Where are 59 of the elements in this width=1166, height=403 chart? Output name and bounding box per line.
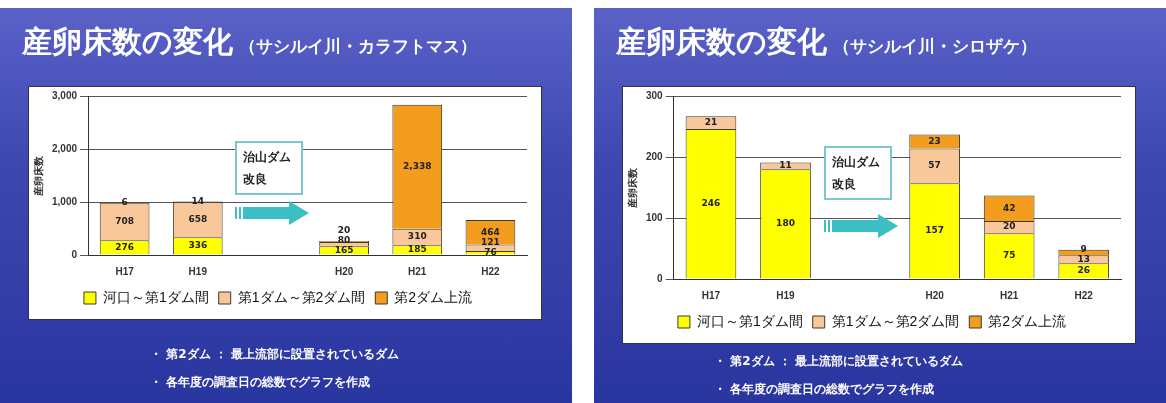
x-tick-label: H17 [701, 289, 721, 301]
text: ・ 第2ダム ： 最上流部に設置されているダム [150, 346, 399, 363]
data-label: 75 [1002, 250, 1016, 261]
data-label: 157 [925, 225, 945, 236]
x-tick-label: H20 [334, 265, 354, 277]
annotation: 治山ダム改良 [234, 141, 303, 195]
chart-title: 産卵床数の変化 [22, 24, 233, 59]
legend-label: 第1ダム～第2ダム間 [831, 312, 960, 329]
y-tick-label: 0 [657, 272, 664, 284]
y-tick-label: 2,000 [51, 142, 78, 154]
legend-label: 第2ダム上流 [394, 288, 473, 305]
text: ・ 第2ダム ： 最上流部に設置されているダム [714, 353, 963, 370]
data-label: 9 [1080, 243, 1087, 254]
x-tick-label: H19 [188, 265, 208, 277]
data-label: 2,338 [403, 161, 432, 172]
text: ・ 各年度の調査日の総数でグラフを作成 [150, 374, 371, 391]
y-tick-label: 1,000 [51, 195, 78, 207]
y-tick-label: 300 [646, 89, 664, 101]
data-label: 246 [701, 198, 721, 209]
data-label: 20 [1002, 221, 1016, 232]
y-tick-label: 100 [646, 211, 664, 223]
data-label: 13 [1077, 253, 1090, 264]
data-label: 180 [776, 218, 795, 229]
y-axis-title: 産卵床数 [32, 154, 44, 197]
y-tick-label: 200 [646, 150, 664, 162]
data-label: 185 [407, 244, 427, 255]
legend-label: 河口～第1ダム間 [696, 312, 803, 329]
x-tick-label: H20 [925, 289, 945, 301]
y-axis-title: 産卵床数 [626, 166, 638, 209]
data-label: 11 [779, 160, 792, 171]
x-tick-label: H21 [999, 289, 1019, 301]
data-label: 708 [115, 215, 134, 226]
data-label: 23 [928, 135, 941, 146]
data-label: 310 [407, 231, 427, 242]
data-label: 42 [1002, 202, 1016, 213]
legend-label: 第2ダム上流 [988, 312, 1067, 329]
data-label: 57 [928, 160, 941, 171]
data-label: 21 [704, 116, 718, 127]
x-tick-label: H17 [115, 265, 135, 277]
data-label: 336 [188, 240, 208, 251]
x-tick-label: H19 [776, 289, 796, 301]
annotation: 治山ダム改良 [824, 146, 892, 200]
chart-subtitle: （サシルイ川・カラフトマス） [237, 36, 477, 56]
chart-title: 産卵床数の変化 [616, 24, 827, 59]
data-label: 165 [334, 244, 354, 255]
data-label: 658 [188, 214, 208, 225]
data-label: 20 [337, 224, 351, 235]
text: ・ 各年度の調査日の総数でグラフを作成 [714, 381, 935, 398]
y-tick-label: 0 [71, 248, 78, 260]
chart-subtitle: （サシルイ川・シロザケ） [831, 36, 1037, 56]
x-tick-label: H22 [1074, 289, 1094, 301]
data-label: 464 [481, 226, 500, 237]
y-tick-label: 3,000 [51, 89, 78, 101]
legend-label: 第1ダム～第2ダム間 [237, 288, 366, 305]
x-tick-label: H21 [408, 265, 427, 277]
data-label: 26 [1077, 265, 1090, 276]
x-tick-label: H22 [481, 265, 501, 277]
data-label: 276 [115, 241, 134, 252]
legend-label: 河口～第1ダム間 [102, 288, 209, 305]
